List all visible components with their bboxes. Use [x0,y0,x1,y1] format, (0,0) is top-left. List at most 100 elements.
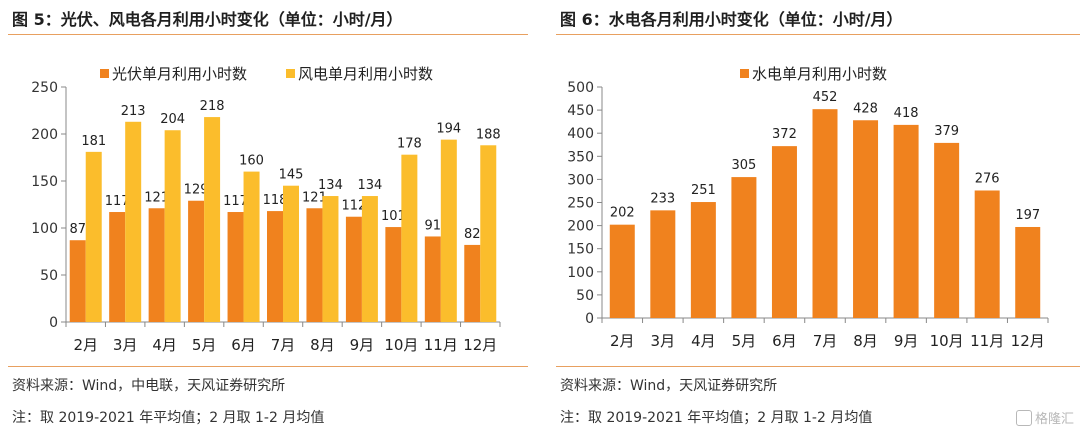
right-bar-chart: 0 50 100 150 200 250 300 350 400 450 500 2月 3月 4月 5月 6月… [567,65,1049,350]
y-tick-label: 0 [585,311,594,327]
y-tick-label: 300 [567,172,594,188]
data-label: 178 [397,137,422,152]
data-label: 134 [318,178,343,193]
bar-series1 [771,146,797,318]
x-tick-label: 9月 [350,336,375,354]
x-tick-label: 5月 [192,336,217,354]
legend-label: 风电单月利用小时数 [298,65,433,83]
bar-series2 [480,145,497,322]
data-label: 101 [381,209,406,224]
watermark-icon [1015,410,1032,426]
bar-series1 [812,109,838,319]
x-tick-label: 7月 [271,336,296,354]
right-figure-panel: 图 6：水电各月利用小时变化（单位：小时/月） 0 50 100 150 200 250 3… [556,0,1080,431]
data-label: 197 [1015,208,1040,223]
data-label: 218 [200,99,225,114]
bar-series2 [125,121,142,322]
left-source-divider [8,366,528,367]
x-tick-label: 12月 [1011,332,1045,350]
bar-series2 [401,154,418,322]
bar-series1 [227,212,244,322]
y-tick-label: 400 [567,126,594,142]
data-label: 87 [69,222,86,237]
y-tick-label: 500 [567,80,594,96]
bar-series2 [164,130,181,322]
y-tick-label: 200 [31,127,58,143]
watermark-logo: 格隆汇 [1015,408,1074,427]
data-label: 305 [731,158,756,173]
left-figure-title: 图 5：光伏、风电各月利用小时变化（单位：小时/月） [12,10,403,29]
data-label: 117 [223,194,248,209]
left-figure-panel: 图 5：光伏、风电各月利用小时变化（单位：小时/月） 0 50 100 150 200 2… [8,0,528,431]
data-label: 202 [610,206,635,221]
bar-series1 [345,216,362,322]
bar-series1 [690,202,716,318]
y-tick-label: 250 [567,196,594,212]
bar-series2 [440,139,457,322]
data-label: 112 [341,199,366,214]
y-tick-label: 50 [40,268,58,284]
y-tick-label: 450 [567,103,594,119]
bar-series1 [853,120,879,318]
data-label: 276 [975,171,1000,186]
data-label: 118 [263,193,288,208]
data-label: 452 [813,90,838,105]
data-label: 129 [184,183,209,198]
bar-series1 [464,244,481,322]
data-label: 121 [302,190,327,205]
bar-series1 [109,212,126,322]
x-tick-label: 10月 [930,332,964,350]
bar-series1 [188,200,205,322]
legend-swatch [286,69,295,78]
data-label: 379 [934,124,959,139]
y-tick-label: 150 [567,242,594,258]
right-source-text: 资料来源：Wind，天风证券研究所 [560,378,778,394]
x-tick-label: 2月 [610,332,635,350]
data-label: 194 [436,122,461,137]
bar-series2 [361,196,378,322]
data-label: 428 [853,101,878,116]
y-tick-label: 250 [31,80,58,96]
legend-swatch [100,69,109,78]
x-tick-label: 8月 [310,336,335,354]
bar-series1 [306,208,323,322]
watermark-text: 格隆汇 [1034,412,1074,427]
y-tick-label: 0 [49,315,58,331]
data-label: 251 [691,183,716,198]
x-tick-label: 2月 [73,336,98,354]
x-tick-label: 3月 [113,336,138,354]
data-label: 233 [650,191,675,206]
data-label: 160 [239,154,264,169]
y-tick-label: 100 [567,265,594,281]
left-note-text: 注：取 2019-2021 年平均值；2 月取 1-2 月均值 [12,410,325,426]
data-label: 418 [894,106,919,121]
data-label: 121 [144,190,169,205]
x-tick-label: 12月 [463,336,497,354]
x-tick-label: 11月 [424,336,458,354]
data-label: 204 [160,112,185,127]
data-label: 213 [121,104,146,119]
legend-swatch [740,69,749,78]
x-tick-label: 5月 [732,332,757,350]
bar-series1 [424,236,441,322]
bar-series1 [731,177,757,318]
left-source-text: 资料来源：Wind，中电联，天风证券研究所 [12,378,286,394]
bar-series1 [650,210,676,318]
bar-series1 [69,240,86,322]
bar-series2 [204,117,221,322]
y-tick-label: 100 [31,221,58,237]
x-tick-label: 10月 [384,336,418,354]
right-note-text: 注：取 2019-2021 年平均值；2 月取 1-2 月均值 [560,410,873,426]
bar-series1 [148,208,165,322]
data-label: 134 [357,178,382,193]
legend-label: 水电单月利用小时数 [752,65,887,83]
legend-label: 光伏单月利用小时数 [112,65,247,83]
x-tick-label: 4月 [691,332,716,350]
right-source-divider [556,366,1080,367]
data-label: 372 [772,127,797,142]
bar-series1 [267,211,283,322]
bar-series1 [1015,226,1041,318]
left-title-divider [8,34,528,35]
bar-series2 [243,171,260,322]
y-tick-label: 350 [567,149,594,165]
